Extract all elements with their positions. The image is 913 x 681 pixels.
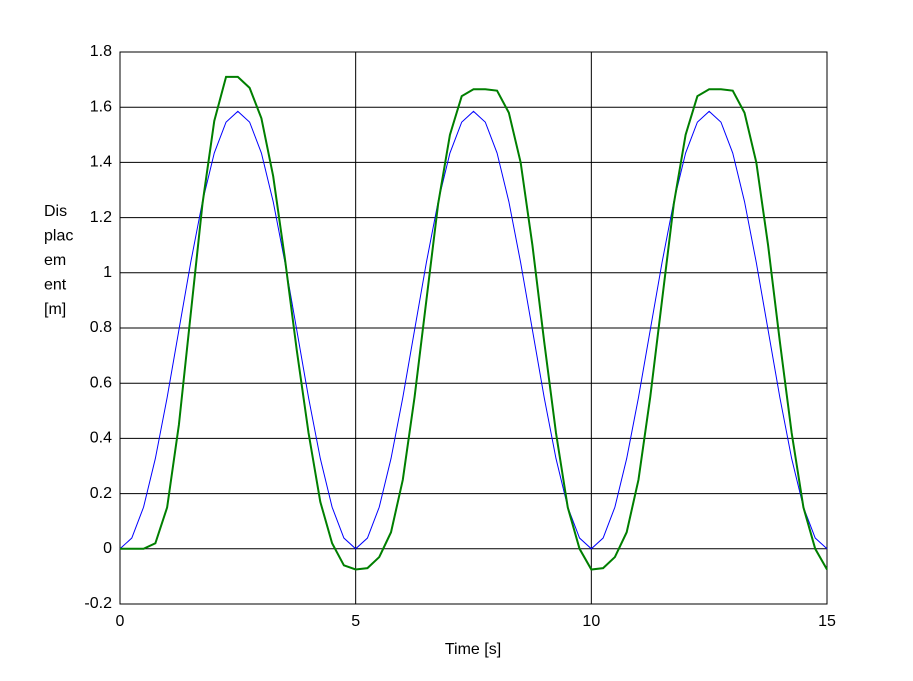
x-tick-label: 5 [351, 613, 360, 630]
y-tick-label: 1.2 [90, 209, 112, 226]
y-tick-label: 1.8 [90, 43, 112, 60]
y-tick-label: 0.8 [90, 319, 112, 336]
y-tick-label: 1 [103, 264, 112, 281]
x-tick-label: 10 [582, 613, 600, 630]
data-line [120, 75, 828, 571]
y-tick-label: 0.2 [90, 485, 112, 502]
x-tick-label: 15 [818, 613, 836, 630]
y-tick-label: 1.4 [90, 154, 112, 171]
data-line [119, 110, 828, 550]
y-tick-label: 0.4 [90, 430, 112, 447]
y-axis-label: plac [44, 228, 73, 245]
y-tick-label: 1.6 [90, 98, 112, 115]
y-axis-label: ent [44, 277, 67, 294]
y-axis-label: Dis [44, 203, 67, 220]
y-tick-label: -0.2 [84, 595, 112, 612]
y-axis-label: [m] [44, 301, 66, 318]
y-axis-label: em [44, 252, 66, 269]
plot-frame [119, 51, 828, 605]
y-tick-label: 0.6 [90, 374, 112, 391]
x-tick-label: 0 [116, 613, 125, 630]
x-axis-label: Time [s] [445, 641, 501, 658]
y-tick-label: 0 [103, 540, 112, 557]
